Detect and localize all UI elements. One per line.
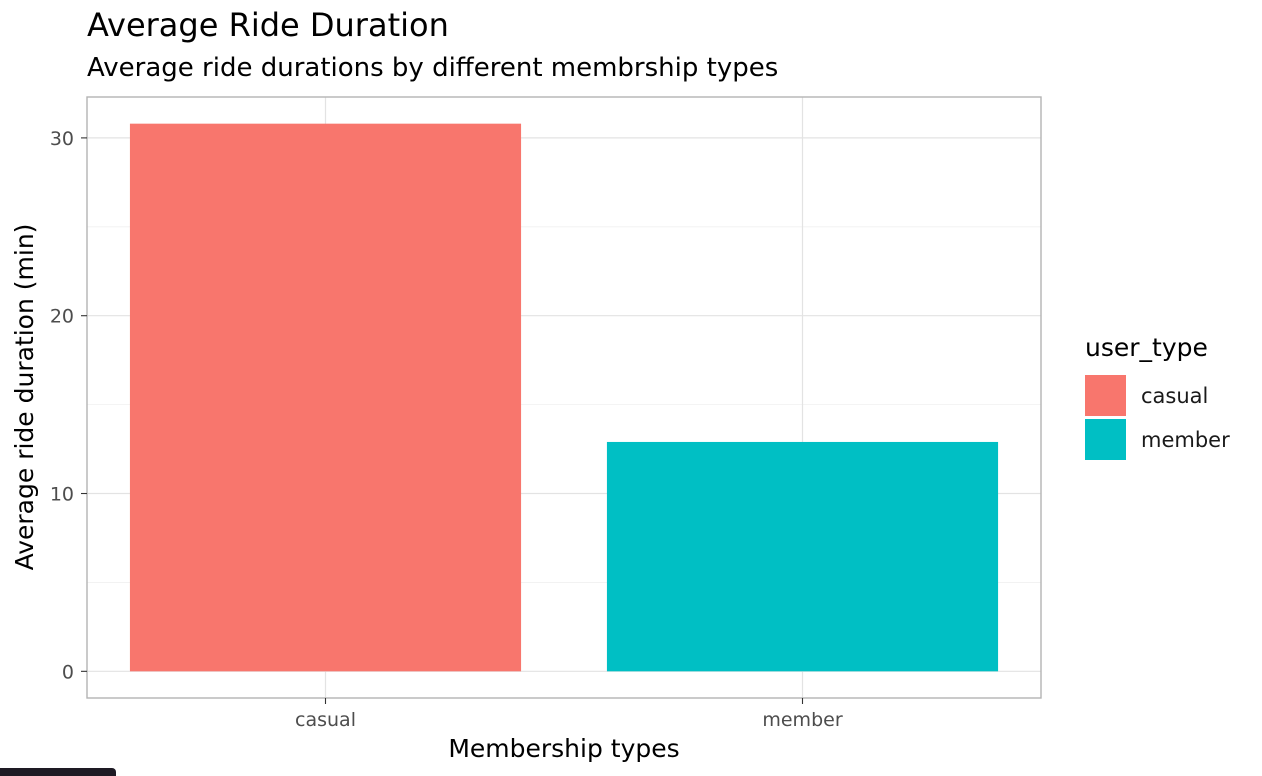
chart-title: Average Ride Duration [87, 6, 449, 44]
legend-title: user_type [1085, 333, 1208, 362]
plot-panel-border [86, 96, 1042, 699]
bottom-tab [0, 768, 116, 776]
x-axis: casual member [295, 698, 843, 731]
bar-series [129, 123, 999, 672]
legend: user_type casual member [1085, 333, 1230, 460]
x-tick-label: casual [295, 709, 356, 731]
y-axis: 0 10 20 30 [50, 128, 87, 683]
bar-member [606, 441, 999, 672]
y-tick-label: 0 [62, 661, 74, 683]
x-axis-title: Membership types [448, 734, 679, 763]
legend-key-casual [1085, 375, 1126, 416]
legend-key-member [1085, 419, 1126, 460]
bar-casual [129, 123, 522, 672]
y-tick-label: 10 [50, 484, 74, 506]
legend-label-casual: casual [1141, 384, 1208, 408]
y-axis-title: Average ride duration (min) [10, 224, 39, 571]
y-tick-label: 30 [50, 128, 74, 150]
y-tick-label: 20 [50, 306, 74, 328]
legend-label-member: member [1141, 428, 1230, 452]
chart-subtitle: Average ride durations by different memb… [87, 53, 778, 83]
x-tick-label: member [762, 709, 842, 731]
